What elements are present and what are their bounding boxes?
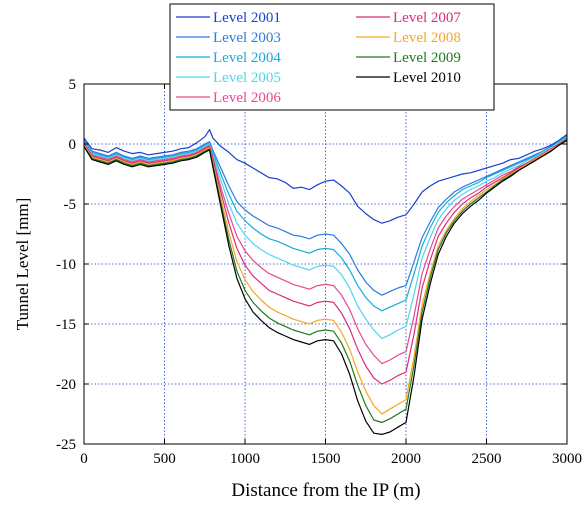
grid-lines: [84, 84, 567, 444]
y-tick-label: -15: [56, 317, 76, 333]
legend-label: Level 2001: [213, 10, 281, 26]
series-line-level-2008: [83, 138, 568, 415]
y-tick-label: -20: [56, 377, 76, 393]
y-tick-label: -25: [56, 437, 76, 453]
x-tick-label: 3000: [552, 451, 582, 467]
legend-label: Level 2007: [393, 10, 461, 26]
x-tick-label: 1000: [230, 451, 260, 467]
legend-label: Level 2004: [213, 50, 281, 66]
legend-box: [169, 3, 495, 111]
axes: 0 500 1000 1500 2000 2500 3000 5 0 -5 -10 -15 -20 -25: [56, 77, 582, 467]
y-tick-label: 0: [69, 137, 77, 153]
legend-label: Level 2009: [393, 50, 461, 66]
y-tick-label: -5: [64, 197, 77, 213]
x-tick-label: 0: [80, 451, 88, 467]
legend: Level 2001 Level 2003 Level 2004 Level 2005…: [169, 3, 495, 111]
series-line-level-2001: [83, 129, 568, 224]
legend-label: Level 2003: [213, 30, 281, 46]
series-line-level-2003: [83, 135, 568, 296]
legend-label: Level 2008: [393, 30, 461, 46]
y-tick-label: 5: [69, 77, 77, 93]
series-line-level-2006: [83, 137, 568, 365]
series-layer: [83, 129, 568, 435]
x-tick-label: 2500: [472, 451, 502, 467]
series-line-level-2009: [83, 138, 568, 423]
x-axis-title: Distance from the IP (m): [231, 480, 420, 501]
series-line-level-2010: [83, 139, 568, 435]
legend-label: Level 2006: [213, 90, 281, 106]
y-axis-title: Tunnel Level [mm]: [13, 198, 32, 331]
legend-label: Level 2010: [393, 70, 461, 86]
series-line-level-2005: [83, 136, 568, 339]
x-tick-label: 2000: [391, 451, 421, 467]
y-tick-label: -10: [56, 257, 76, 273]
series-line-level-2004: [83, 136, 568, 312]
series-line-level-2007: [83, 138, 568, 385]
x-tick-label: 500: [153, 451, 176, 467]
legend-label: Level 2005: [213, 70, 281, 86]
x-tick-label: 1500: [311, 451, 341, 467]
